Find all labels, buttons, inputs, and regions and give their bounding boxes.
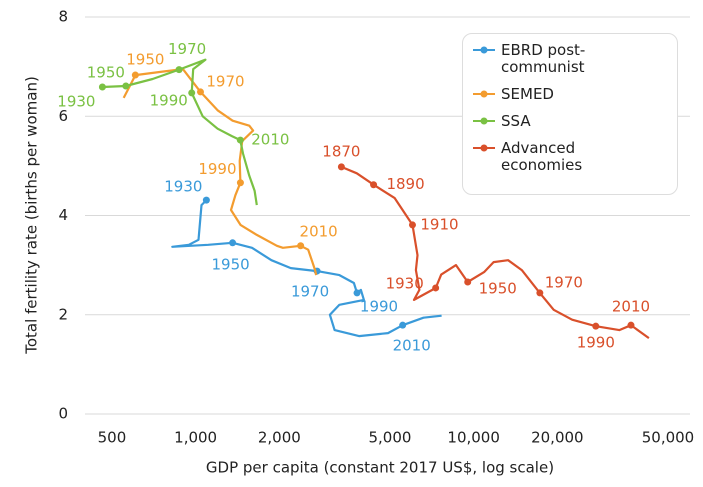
legend-swatch [473,46,495,54]
year-point [98,83,106,91]
year-label: 1950 [211,255,249,273]
year-point [464,278,472,286]
year-point [592,322,600,330]
year-point [408,221,416,229]
year-label: 1990 [198,160,236,178]
year-label: 1970 [168,40,206,58]
year-point [536,289,544,297]
series-line [102,58,258,206]
year-label: 1990 [577,334,615,352]
y-axis-label: Total fertility rate (births per woman) [23,76,41,355]
legend-dot [480,144,488,152]
year-point [236,179,244,187]
x-tick-label: 5,000 [368,429,411,447]
x-tick-label: 500 [98,429,127,447]
x-tick-label: 1,000 [174,429,217,447]
legend-item: Advanced economies [473,140,667,174]
year-point [353,289,361,297]
year-point [131,71,139,79]
year-label: 2010 [300,222,338,240]
legend-label: Advanced economies [501,139,583,174]
legend: EBRD post-communist SEMED SSA Advanced econ… [462,33,678,195]
legend-dot [480,90,488,98]
legend-item: SEMED [473,86,667,103]
x-tick-label: 50,000 [642,429,695,447]
legend-label: SEMED [501,85,554,103]
x-tick-label: 10,000 [447,429,500,447]
x-tick-label: 20,000 [531,429,584,447]
y-tick-label: 2 [58,305,68,323]
year-label: 1950 [87,63,125,81]
series-line [340,165,650,339]
year-label: 1970 [545,273,583,291]
year-label: 1930 [386,274,424,292]
year-label: 1890 [386,175,424,193]
year-label: 1970 [291,283,329,301]
y-tick-label: 8 [58,8,68,26]
year-point [297,242,305,250]
legend-swatch [473,117,495,125]
year-point [202,196,210,204]
y-tick-label: 0 [58,405,68,423]
series-line [171,199,442,338]
year-point [627,321,635,329]
y-tick-label: 6 [58,107,68,125]
year-point [122,82,130,90]
year-label: 2010 [393,337,431,355]
year-point [236,136,244,144]
year-point [188,89,196,97]
year-label: 1990 [360,297,398,315]
year-label: 2010 [612,298,650,316]
year-label: 1930 [164,178,202,196]
year-point [337,163,345,171]
legend-item: SSA [473,113,667,130]
legend-label: EBRD post-communist [501,41,586,76]
year-point [370,181,378,189]
x-axis-label: GDP per capita (constant 2017 US$, log s… [206,459,554,477]
legend-dot [480,117,488,125]
legend-swatch [473,144,495,152]
year-point [432,284,440,292]
year-point [229,239,237,247]
year-label: 1930 [57,92,95,110]
legend-swatch [473,90,495,98]
year-label: 1950 [479,279,517,297]
legend-label: SSA [501,112,531,130]
year-label: 2010 [251,131,289,149]
year-label: 1910 [420,215,458,233]
year-label: 1870 [322,142,360,160]
year-point [175,66,183,74]
year-label: 1970 [206,72,244,90]
x-tick-label: 2,000 [258,429,301,447]
legend-dot [480,46,488,54]
y-tick-label: 4 [58,206,68,224]
year-point [196,88,204,96]
legend-item: EBRD post-communist [473,42,667,76]
year-label: 1990 [150,91,188,109]
year-label: 1950 [126,51,164,69]
year-point [399,321,407,329]
